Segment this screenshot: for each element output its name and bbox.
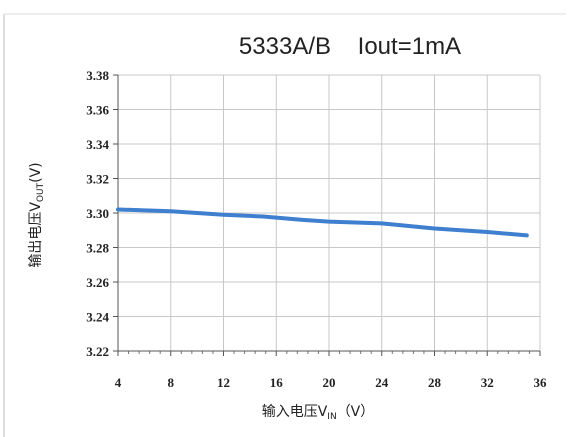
x-axis-label-suffix: （V）: [337, 404, 375, 420]
x-axis-label-subscript: IN: [327, 412, 336, 422]
y-tick-label: 3.24: [86, 310, 109, 325]
y-tick-labels: 3.22 3.24 3.26 3.28 3.30 3.32 3.34 3.36 3.38: [86, 68, 109, 359]
y-axis-label-subscript: OUT: [36, 182, 46, 202]
y-axis-label-prefix: 输出电压V: [28, 202, 44, 268]
y-axis-label: 输出电压VOUT(V): [28, 162, 46, 267]
x-tick-label: 16: [270, 375, 284, 390]
x-tick-label: 12: [217, 375, 230, 390]
y-axis-label-suffix: (V): [28, 162, 44, 183]
y-tick-label: 3.22: [86, 344, 109, 359]
y-tick-label: 3.30: [86, 206, 109, 221]
series: [116, 207, 529, 238]
x-axis-label-prefix: 输入电压V: [262, 404, 328, 420]
y-tick-label: 3.28: [86, 241, 109, 256]
y-tick-label: 3.36: [86, 103, 109, 118]
y-tick-label: 3.34: [86, 137, 109, 152]
y-tick-label: 3.26: [86, 275, 109, 290]
y-tick-label: 3.38: [86, 68, 109, 83]
x-tick-label: 8: [168, 375, 175, 390]
x-tick-label: 32: [481, 375, 494, 390]
x-tick-label: 28: [428, 375, 442, 390]
chart-title: 5333A/B Iout=1mA: [239, 33, 461, 60]
x-tick-label: 24: [375, 375, 389, 390]
x-tick-label: 36: [534, 375, 548, 390]
x-tick-labels: 4 8 12 16 20 24 28 32 36: [115, 375, 547, 390]
axes: [113, 74, 541, 356]
x-axis-label: 输入电压VIN（V）: [262, 404, 375, 422]
x-tick-label: 4: [115, 375, 122, 390]
x-tick-label: 20: [323, 375, 336, 390]
series-line-1: [116, 207, 529, 238]
y-tick-label: 3.32: [86, 172, 109, 187]
